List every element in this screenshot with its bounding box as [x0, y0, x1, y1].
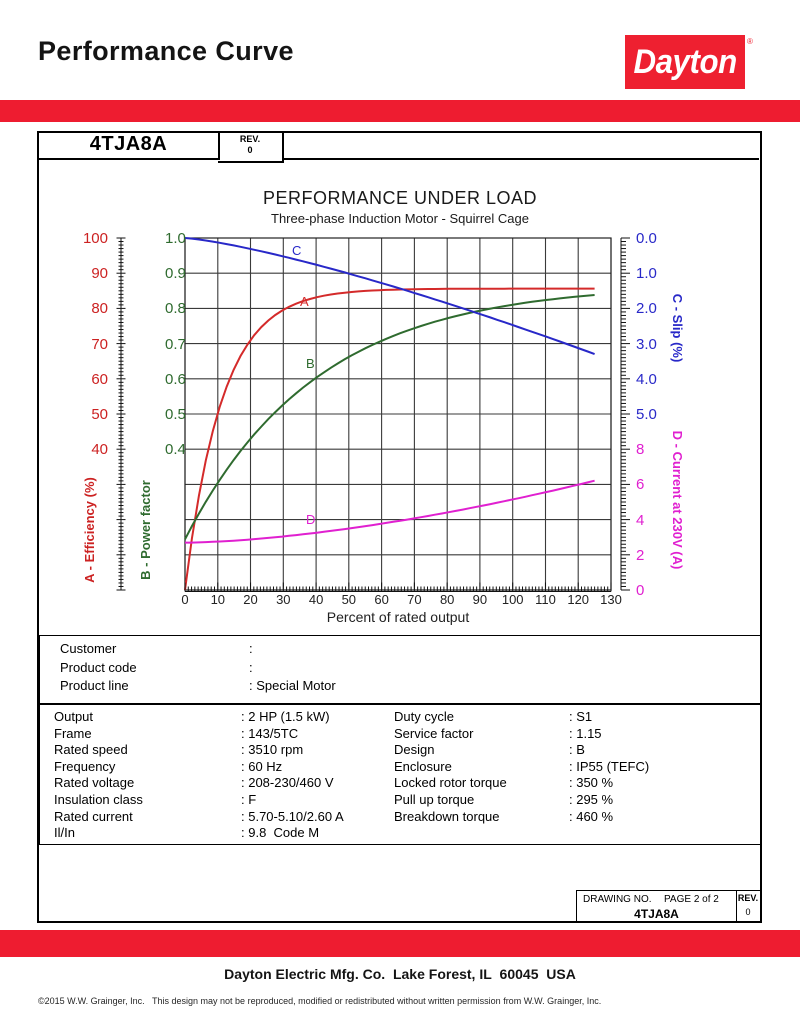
svg-text:130: 130: [600, 592, 622, 607]
svg-text:0: 0: [636, 582, 644, 599]
svg-text:6: 6: [636, 476, 644, 493]
svg-text:1.0: 1.0: [636, 265, 657, 282]
svg-text:70: 70: [407, 592, 421, 607]
svg-text:0.5: 0.5: [165, 406, 186, 423]
svg-text:2.0: 2.0: [636, 300, 657, 317]
svg-text:70: 70: [91, 336, 108, 353]
svg-text:Percent of rated output: Percent of rated output: [327, 609, 470, 625]
svg-text:40: 40: [91, 441, 108, 458]
svg-text:3.0: 3.0: [636, 336, 657, 353]
svg-text:4: 4: [636, 512, 644, 529]
svg-text:50: 50: [91, 406, 108, 423]
svg-text:80: 80: [440, 592, 454, 607]
svg-text:D - Current at 230V (A): D - Current at 230V (A): [670, 431, 685, 570]
svg-text:90: 90: [91, 265, 108, 282]
svg-text:20: 20: [243, 592, 257, 607]
svg-text:B - Power factor: B - Power factor: [138, 480, 153, 580]
svg-text:A - Efficiency (%): A - Efficiency (%): [82, 477, 97, 583]
svg-text:100: 100: [83, 230, 108, 247]
svg-text:90: 90: [473, 592, 487, 607]
svg-text:0.7: 0.7: [165, 336, 186, 353]
svg-text:A: A: [300, 294, 309, 309]
svg-text:0.0: 0.0: [636, 230, 657, 247]
svg-text:0.8: 0.8: [165, 300, 186, 317]
svg-text:80: 80: [91, 300, 108, 317]
svg-text:40: 40: [309, 592, 323, 607]
svg-text:10: 10: [211, 592, 225, 607]
svg-text:0: 0: [181, 592, 188, 607]
svg-text:1.0: 1.0: [165, 230, 186, 247]
svg-text:0.6: 0.6: [165, 371, 186, 388]
svg-text:C: C: [292, 243, 301, 258]
svg-text:50: 50: [342, 592, 356, 607]
svg-text:D: D: [306, 512, 315, 527]
svg-text:8: 8: [636, 441, 644, 458]
svg-text:60: 60: [374, 592, 388, 607]
svg-text:B: B: [306, 356, 315, 371]
svg-text:2: 2: [636, 547, 644, 564]
svg-text:110: 110: [535, 592, 556, 607]
svg-text:60: 60: [91, 371, 108, 388]
svg-text:30: 30: [276, 592, 290, 607]
svg-text:0.9: 0.9: [165, 265, 186, 282]
svg-text:5.0: 5.0: [636, 406, 657, 423]
svg-text:0.4: 0.4: [165, 441, 186, 458]
svg-text:4.0: 4.0: [636, 371, 657, 388]
svg-text:C - Slip (%): C - Slip (%): [670, 294, 685, 363]
svg-text:120: 120: [567, 592, 589, 607]
svg-text:100: 100: [502, 592, 524, 607]
